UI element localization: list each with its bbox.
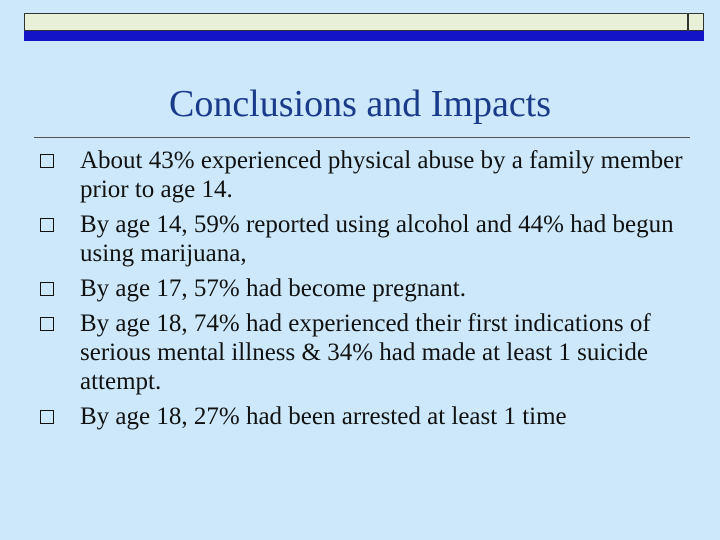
- bullet-item: By age 18, 74% had experienced their fir…: [40, 309, 700, 396]
- header-side-accent: [688, 31, 704, 41]
- bullet-item: By age 17, 57% had become pregnant.: [40, 274, 700, 303]
- title-divider: [34, 137, 690, 138]
- bullet-item: By age 18, 27% had been arrested at leas…: [40, 402, 700, 431]
- bullet-text: By age 17, 57% had become pregnant.: [80, 275, 466, 302]
- hollow-square-icon: [40, 282, 54, 296]
- hollow-square-icon: [40, 154, 54, 168]
- hollow-square-icon: [40, 218, 54, 232]
- bullet-text: By age 18, 27% had been arrested at leas…: [80, 403, 567, 430]
- header-outline-bar: [24, 13, 688, 31]
- bullet-item: By age 14, 59% reported using alcohol an…: [40, 210, 700, 268]
- bullet-text: About 43% experienced physical abuse by …: [80, 147, 683, 203]
- bullet-text: By age 18, 74% had experienced their fir…: [80, 310, 651, 395]
- hollow-square-icon: [40, 317, 54, 331]
- slide-title: Conclusions and Impacts: [168, 83, 552, 125]
- header-accent-bar: [24, 31, 688, 41]
- bullet-list: About 43% experienced physical abuse by …: [40, 146, 700, 437]
- bullet-text: By age 14, 59% reported using alcohol an…: [80, 211, 674, 267]
- header-side-box: [688, 13, 704, 31]
- bullet-item: About 43% experienced physical abuse by …: [40, 146, 700, 204]
- hollow-square-icon: [40, 410, 54, 424]
